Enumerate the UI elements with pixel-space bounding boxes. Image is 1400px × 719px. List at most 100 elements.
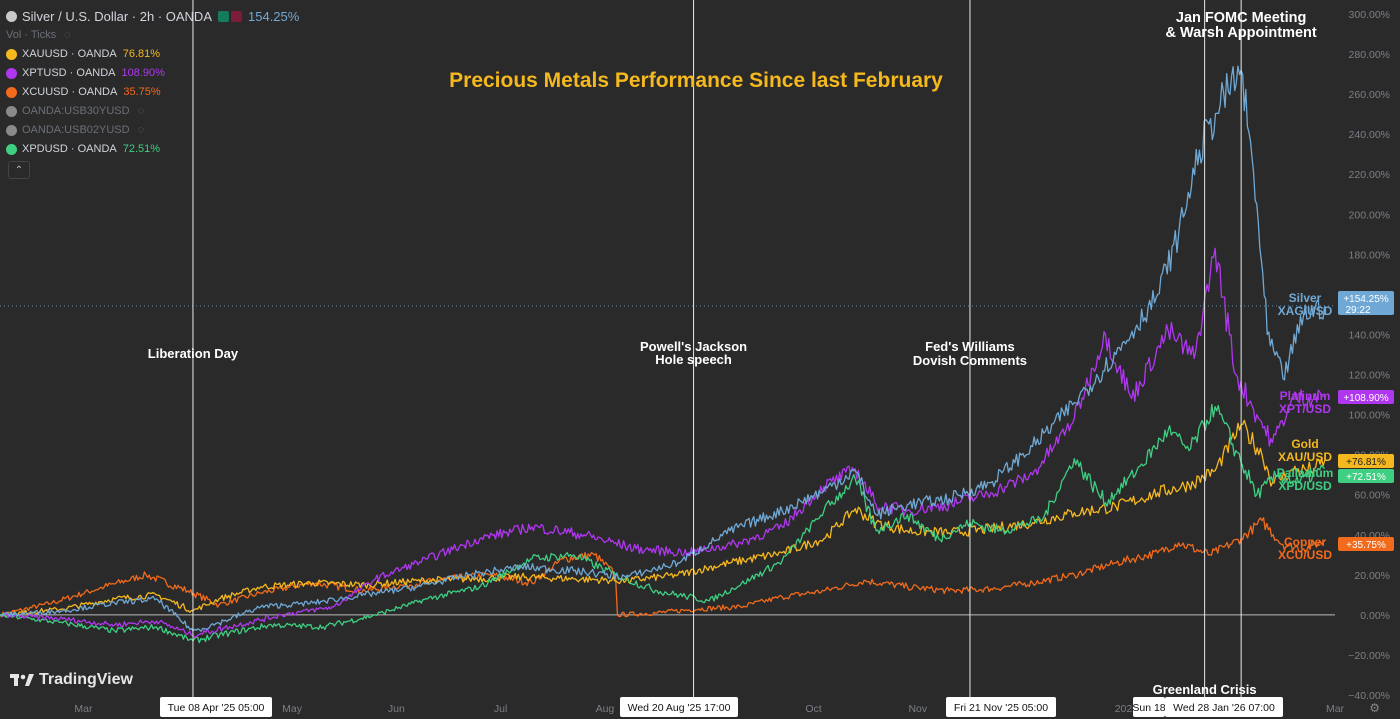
legend-volume[interactable]: Vol · Ticks ◌: [6, 26, 299, 45]
series-toggle[interactable]: [218, 10, 242, 22]
y-tick-label: 60.00%: [1354, 490, 1390, 502]
y-tick-label: 140.00%: [1349, 329, 1390, 341]
series-symbol-label: XAU/USD: [1278, 450, 1332, 464]
date-badge: [946, 697, 1056, 717]
y-tick-label: 300.00%: [1349, 9, 1390, 21]
event-annotation: Powell's Jackson: [640, 339, 747, 354]
us-flag-icon: [6, 106, 17, 117]
legend-item-label: XPTUSD · OANDA: [22, 67, 116, 79]
chart-title: Precious Metals Performance Since last F…: [449, 69, 943, 92]
price-badge-value: +154.25%: [1343, 294, 1388, 305]
x-tick-label: Mar: [1326, 703, 1345, 715]
legend-item-value: 35.75%: [123, 86, 161, 98]
series-line-gold[interactable]: [0, 419, 1326, 618]
date-badge: [160, 697, 272, 717]
series-line-palladium[interactable]: [0, 403, 1326, 644]
legend-main-series[interactable]: Silver / U.S. Dollar · 2h · OANDA 154.25…: [6, 6, 299, 26]
series-symbol-label: XPT/USD: [1279, 402, 1331, 416]
series-name-label: Gold: [1291, 437, 1318, 451]
series-name-label: Palladium: [1277, 466, 1334, 480]
collapse-legend-button[interactable]: ⌃: [8, 161, 30, 179]
legend-item-value: 108.90%: [121, 67, 165, 79]
y-tick-label: 20.00%: [1354, 570, 1390, 582]
series-name-label: Copper: [1284, 535, 1326, 549]
y-tick-label: 220.00%: [1349, 169, 1390, 181]
date-badge-label: Fri 21 Nov '25 05:00: [954, 702, 1048, 714]
x-tick-label: Jun: [388, 703, 405, 715]
event-annotation: Fed's Williams: [925, 339, 1015, 354]
legend-item[interactable]: XPDUSD · OANDA 72.51%: [6, 140, 299, 159]
series-line-silver[interactable]: [0, 65, 1326, 632]
eye-hidden-icon[interactable]: ◌: [137, 124, 145, 136]
gold-coin-icon: [6, 49, 17, 60]
legend-volume-label: Vol · Ticks: [6, 29, 57, 41]
y-tick-label: −40.00%: [1348, 690, 1390, 702]
y-tick-label: 200.00%: [1349, 209, 1390, 221]
date-badge-label: Sun 18: [1132, 702, 1165, 714]
price-badge-value: +76.81%: [1346, 457, 1386, 468]
legend-main-value: 154.25%: [248, 8, 300, 24]
x-tick-label: May: [282, 703, 303, 715]
event-annotation: Dovish Comments: [913, 353, 1027, 368]
legend-item-label: OANDA:USB02YUSD: [22, 124, 130, 136]
event-annotation: Hole speech: [655, 352, 732, 367]
y-tick-label: 180.00%: [1349, 249, 1390, 261]
price-badge: [1338, 537, 1394, 551]
series-name-label: Platinum: [1280, 389, 1331, 403]
price-badge-value: +35.75%: [1346, 540, 1386, 551]
palladium-coin-icon: [6, 144, 17, 155]
eye-hidden-icon[interactable]: ◌: [137, 105, 145, 117]
date-badge: [1165, 697, 1283, 717]
x-tick-label: 2026: [1115, 703, 1139, 715]
event-annotation: Liberation Day: [148, 346, 239, 361]
price-badge: [1338, 291, 1394, 315]
silver-coin-icon: [6, 10, 17, 22]
x-tick-label: Mar: [74, 703, 93, 715]
date-badge-label: Tue 08 Apr '25 05:00: [168, 702, 265, 714]
date-badge-label: Wed 28 Jan '26 07:00: [1173, 702, 1275, 714]
event-annotation: Jan FOMC Meeting: [1176, 10, 1307, 26]
legend-item-value: 76.81%: [122, 48, 161, 60]
x-tick-label: Nov: [908, 703, 927, 715]
legend-item[interactable]: XCUUSD · OANDA 35.75%: [6, 83, 299, 102]
price-badge: [1338, 390, 1394, 404]
us-flag-icon: [6, 125, 17, 136]
y-tick-label: 260.00%: [1349, 89, 1390, 101]
series-symbol-label: XCU/USD: [1278, 548, 1332, 562]
date-badge: [1133, 697, 1165, 717]
x-tick-label: Jul: [494, 703, 507, 715]
eye-hidden-icon[interactable]: ◌: [64, 29, 71, 41]
event-annotation: & Warsh Appointment: [1166, 25, 1317, 41]
legend-item[interactable]: XPTUSD · OANDA 108.90%: [6, 64, 299, 83]
settings-gear-icon[interactable]: ⚙: [1369, 701, 1380, 715]
brand-text: TradingView: [39, 671, 133, 688]
legend-item-label: XAUUSD · OANDA: [22, 48, 117, 60]
series-line-platinum[interactable]: [0, 247, 1325, 639]
legend-item[interactable]: OANDA:USB02YUSD ◌: [6, 121, 299, 140]
series-symbol-label: XPD/USD: [1278, 479, 1332, 493]
legend-item-label: OANDA:USB30YUSD: [22, 105, 130, 117]
event-annotation: Greenland Crisis: [1153, 682, 1257, 697]
y-tick-label: 0.00%: [1360, 610, 1390, 622]
series-line-copper[interactable]: [0, 517, 1325, 618]
legend-main-label: Silver / U.S. Dollar · 2h · OANDA: [22, 8, 212, 24]
price-badge: [1338, 454, 1394, 468]
x-tick-label: Aug: [596, 703, 615, 715]
price-badge-value: +72.51%: [1346, 472, 1386, 483]
platinum-coin-icon: [6, 68, 17, 79]
price-badge-value: +108.90%: [1343, 393, 1388, 404]
y-tick-label: 120.00%: [1349, 370, 1390, 382]
y-tick-label: 240.00%: [1349, 129, 1390, 141]
price-badge: [1338, 469, 1394, 483]
y-tick-label: −20.00%: [1348, 650, 1390, 662]
legend-item[interactable]: XAUUSD · OANDA 76.81%: [6, 45, 299, 64]
y-tick-label: 280.00%: [1349, 49, 1390, 61]
legend-item[interactable]: OANDA:USB30YUSD ◌: [6, 102, 299, 121]
x-tick-label: Oct: [805, 703, 821, 715]
legend: Silver / U.S. Dollar · 2h · OANDA 154.25…: [6, 6, 299, 179]
y-tick-label: 100.00%: [1349, 410, 1390, 422]
tradingview-icon: [10, 674, 34, 686]
countdown-timer: 29:22: [1345, 305, 1370, 316]
date-badge: [620, 697, 738, 717]
